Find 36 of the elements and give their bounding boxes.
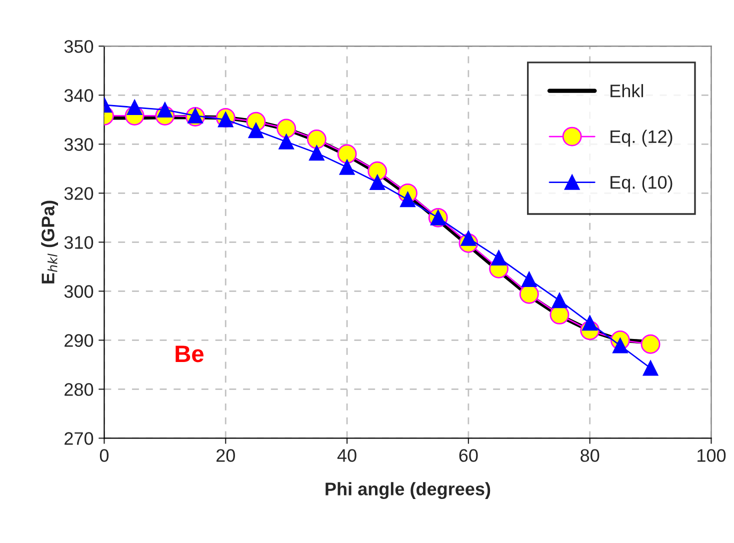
y-tick-label: 340 bbox=[64, 89, 94, 102]
point bbox=[491, 250, 506, 266]
point bbox=[306, 130, 326, 149]
legend-label: Eq. (12) bbox=[610, 130, 672, 147]
legend-label: Ehkl bbox=[610, 84, 644, 98]
x-tick-label: 60 bbox=[459, 449, 478, 462]
y-axis-title: E$_{hkl}$ (GPa) bbox=[41, 200, 58, 284]
legend-label: Eq. (10) bbox=[610, 176, 672, 192]
annotation: Be bbox=[176, 346, 204, 362]
point bbox=[642, 360, 658, 376]
point bbox=[522, 272, 537, 288]
point bbox=[640, 334, 660, 354]
point bbox=[276, 118, 296, 138]
x-tick-label: 80 bbox=[580, 449, 600, 462]
point bbox=[337, 144, 357, 164]
point bbox=[368, 161, 388, 181]
x-tick-label: 100 bbox=[698, 449, 726, 462]
x-tick-label: 20 bbox=[216, 449, 235, 462]
x-axis-title: Phi angle (degrees) bbox=[326, 482, 490, 500]
y-tick-label: 350 bbox=[64, 40, 94, 53]
point bbox=[126, 100, 142, 116]
x-tick-label: 0 bbox=[100, 449, 109, 462]
y-tick-label: 330 bbox=[64, 138, 94, 151]
point bbox=[309, 145, 324, 161]
point bbox=[552, 292, 568, 308]
point bbox=[278, 134, 294, 150]
point bbox=[339, 160, 355, 175]
y-tick-label: 300 bbox=[64, 285, 94, 298]
x-tick-label: 40 bbox=[337, 449, 356, 462]
y-tick-label: 320 bbox=[64, 187, 94, 200]
y-tick-label: 280 bbox=[64, 383, 94, 396]
y-tick-label: 270 bbox=[64, 432, 94, 445]
y-tick-label: 310 bbox=[64, 236, 94, 249]
point bbox=[248, 122, 264, 138]
point bbox=[370, 174, 386, 190]
y-tick-label: 290 bbox=[64, 334, 94, 347]
